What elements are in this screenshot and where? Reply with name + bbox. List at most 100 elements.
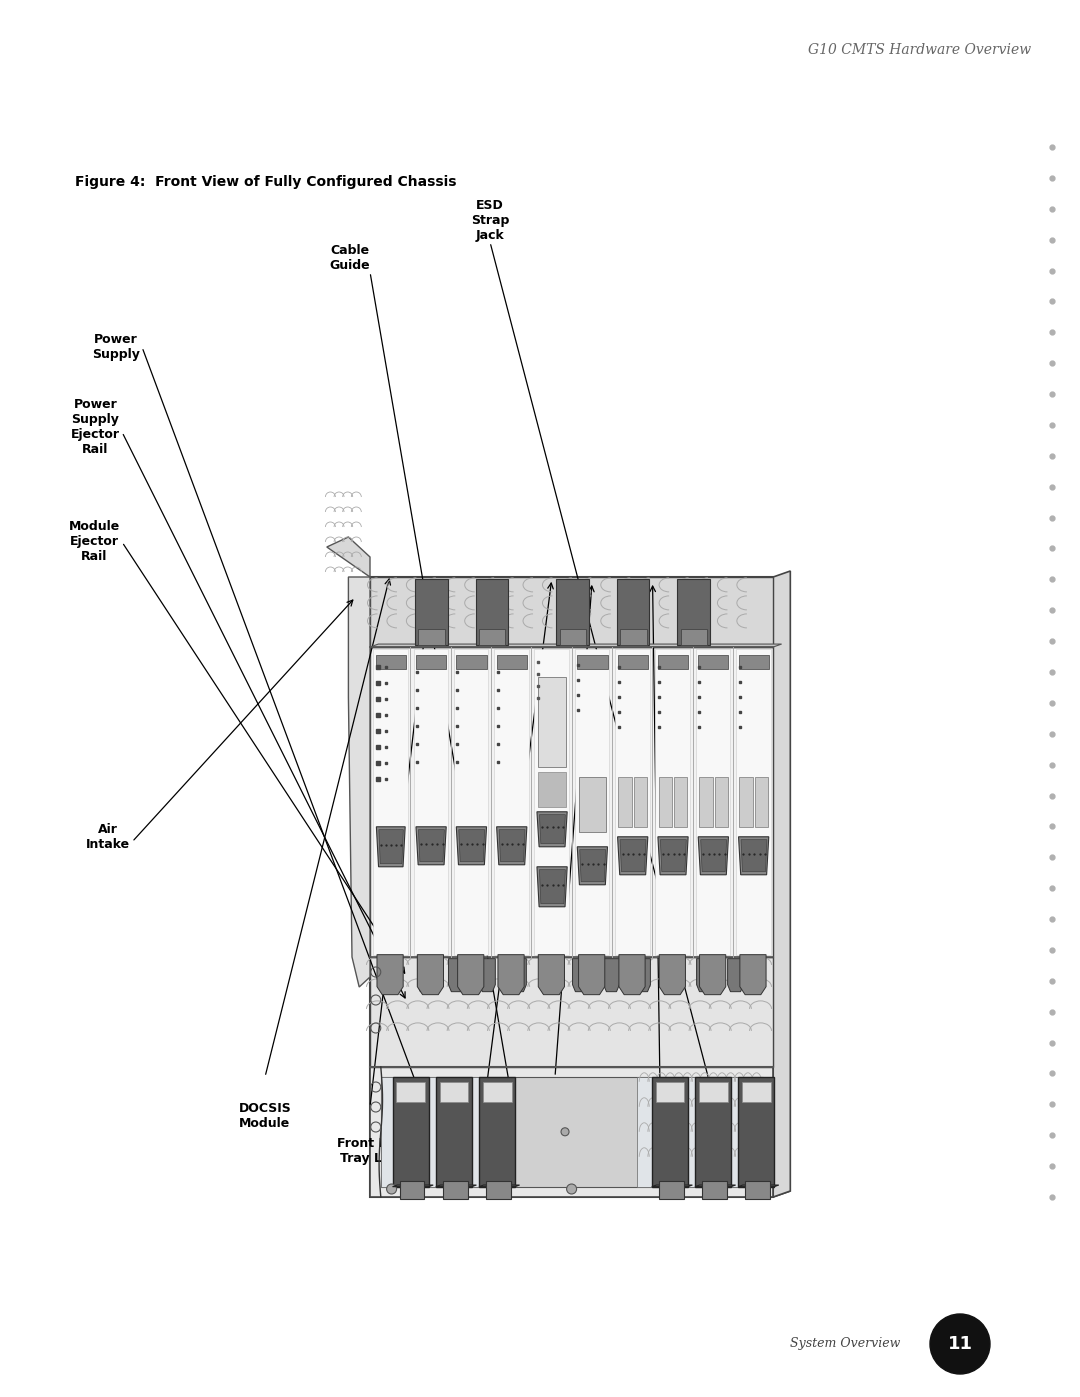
Polygon shape: [616, 648, 650, 956]
Polygon shape: [620, 840, 646, 872]
Polygon shape: [381, 1077, 494, 1187]
Polygon shape: [618, 655, 648, 669]
Polygon shape: [370, 647, 773, 957]
Polygon shape: [414, 648, 448, 956]
Polygon shape: [658, 655, 688, 669]
Text: Figure 4:  Front View of Fully Configured Chassis: Figure 4: Front View of Fully Configured…: [75, 175, 457, 189]
Polygon shape: [457, 827, 487, 865]
Polygon shape: [400, 1180, 424, 1199]
Text: 11: 11: [947, 1336, 972, 1354]
Polygon shape: [728, 958, 743, 992]
Polygon shape: [499, 830, 525, 862]
Polygon shape: [416, 827, 446, 865]
Polygon shape: [374, 648, 408, 956]
Text: Front Fan
Tray LED: Front Fan Tray LED: [337, 1137, 403, 1165]
Polygon shape: [392, 1185, 433, 1186]
Polygon shape: [618, 837, 648, 875]
Polygon shape: [538, 676, 567, 767]
Polygon shape: [773, 571, 791, 1197]
Polygon shape: [700, 954, 726, 995]
Polygon shape: [579, 777, 606, 831]
Polygon shape: [440, 1081, 469, 1102]
Text: Cable
Guide: Cable Guide: [329, 244, 370, 272]
Polygon shape: [454, 648, 488, 956]
Polygon shape: [480, 958, 496, 992]
Polygon shape: [458, 954, 484, 995]
Polygon shape: [538, 954, 565, 995]
Polygon shape: [659, 777, 673, 827]
Polygon shape: [370, 644, 782, 647]
Polygon shape: [580, 849, 606, 882]
Polygon shape: [677, 578, 710, 644]
Circle shape: [746, 1185, 757, 1194]
Polygon shape: [478, 629, 505, 644]
Polygon shape: [740, 777, 753, 827]
Polygon shape: [694, 1077, 731, 1186]
Polygon shape: [665, 958, 681, 992]
Polygon shape: [495, 648, 529, 956]
Polygon shape: [755, 777, 768, 827]
Polygon shape: [387, 958, 402, 992]
Polygon shape: [619, 777, 632, 827]
Polygon shape: [572, 958, 589, 992]
Polygon shape: [370, 1192, 791, 1197]
Polygon shape: [660, 840, 686, 872]
Polygon shape: [476, 578, 508, 644]
Polygon shape: [659, 954, 686, 995]
Polygon shape: [737, 648, 771, 956]
Polygon shape: [327, 536, 370, 577]
Polygon shape: [478, 1077, 515, 1186]
Polygon shape: [498, 954, 524, 995]
Polygon shape: [745, 1180, 770, 1199]
Polygon shape: [635, 958, 650, 992]
Polygon shape: [699, 837, 729, 875]
Polygon shape: [619, 954, 645, 995]
Polygon shape: [370, 1067, 773, 1197]
Polygon shape: [392, 1077, 429, 1186]
Polygon shape: [556, 578, 589, 644]
Polygon shape: [417, 954, 444, 995]
Polygon shape: [535, 648, 569, 956]
Polygon shape: [497, 655, 527, 669]
Polygon shape: [511, 958, 526, 992]
Polygon shape: [715, 777, 728, 827]
Polygon shape: [701, 840, 727, 872]
Polygon shape: [497, 827, 527, 865]
Polygon shape: [416, 655, 446, 669]
Polygon shape: [620, 629, 647, 644]
Polygon shape: [370, 577, 773, 1197]
Polygon shape: [435, 1077, 472, 1186]
Polygon shape: [416, 578, 447, 644]
Polygon shape: [539, 771, 566, 807]
Polygon shape: [575, 648, 609, 956]
Polygon shape: [578, 655, 608, 669]
Circle shape: [387, 1185, 396, 1194]
Polygon shape: [742, 1081, 771, 1102]
Polygon shape: [634, 777, 647, 827]
Polygon shape: [539, 870, 565, 904]
Polygon shape: [741, 840, 767, 872]
Polygon shape: [738, 1185, 779, 1186]
Polygon shape: [349, 577, 370, 988]
Circle shape: [567, 1185, 577, 1194]
Polygon shape: [559, 629, 586, 644]
Polygon shape: [435, 1185, 476, 1186]
Polygon shape: [659, 1180, 684, 1199]
Circle shape: [561, 1127, 569, 1136]
Polygon shape: [739, 655, 769, 669]
Polygon shape: [651, 1077, 688, 1186]
Polygon shape: [656, 1081, 685, 1102]
Polygon shape: [486, 1180, 511, 1199]
Polygon shape: [651, 1185, 692, 1186]
Text: ESD
Strap
Jack: ESD Strap Jack: [471, 198, 509, 242]
Polygon shape: [604, 958, 620, 992]
Polygon shape: [617, 578, 649, 644]
Polygon shape: [376, 655, 406, 669]
Polygon shape: [448, 958, 464, 992]
Polygon shape: [699, 777, 713, 827]
Polygon shape: [537, 866, 567, 907]
Polygon shape: [699, 655, 729, 669]
Polygon shape: [443, 1180, 468, 1199]
Polygon shape: [697, 958, 713, 992]
Polygon shape: [418, 958, 433, 992]
